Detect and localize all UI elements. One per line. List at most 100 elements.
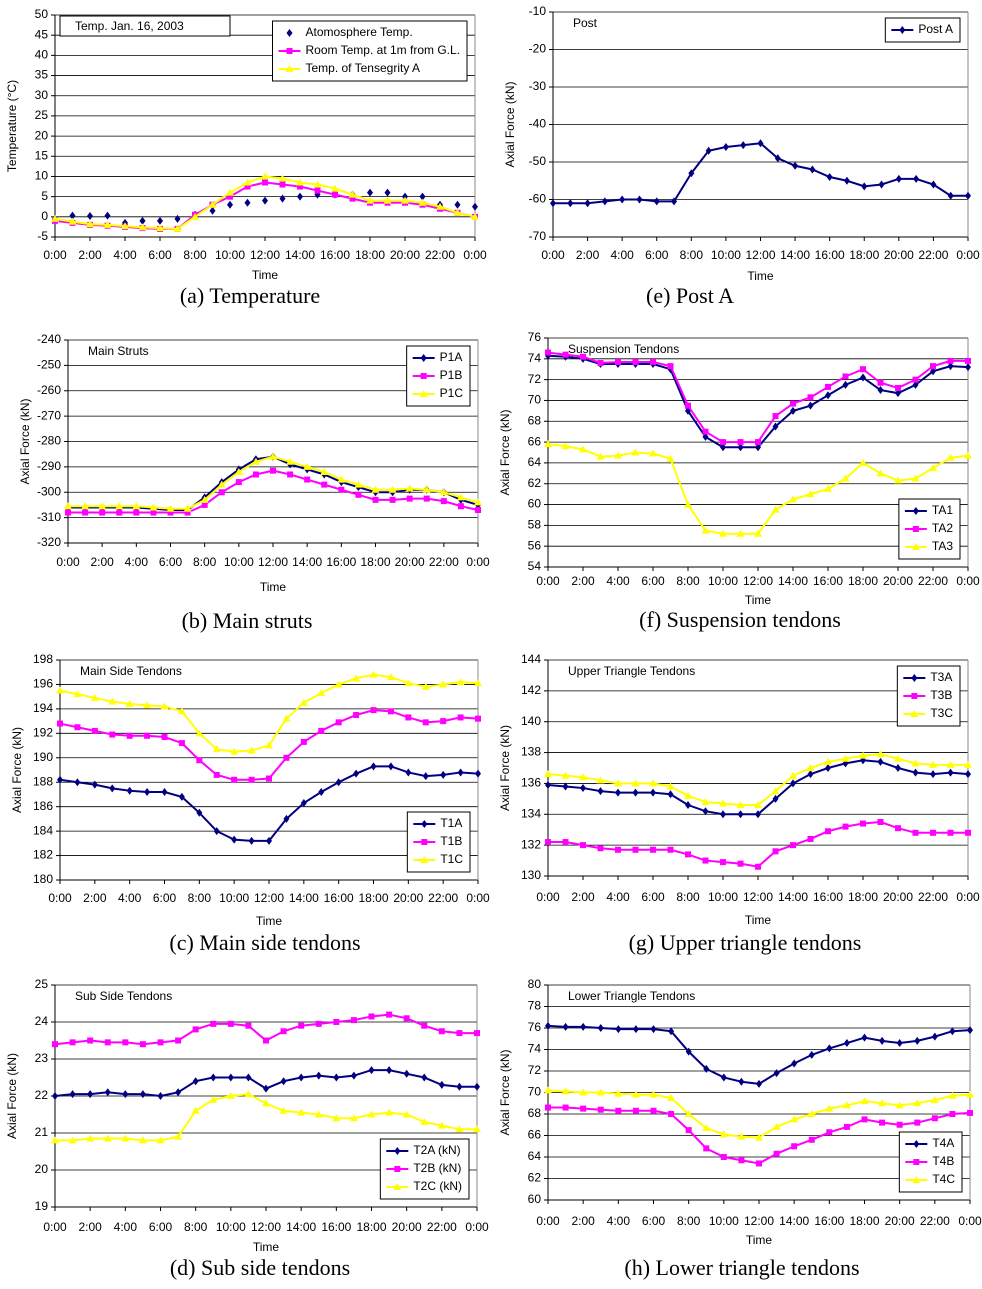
- marker: [247, 746, 256, 754]
- marker: [911, 674, 918, 682]
- marker: [184, 509, 191, 516]
- marker: [421, 1073, 428, 1082]
- x-tick-label: 6:00: [645, 248, 669, 262]
- y-axis-label: Axial Force (kN): [5, 1053, 19, 1139]
- chart-caption: (d) Sub side tendons: [170, 1255, 350, 1280]
- marker: [104, 1088, 111, 1097]
- y-axis-label: Temperature (°C): [5, 80, 19, 172]
- series-line: [547, 354, 969, 449]
- y-tick-label: 60: [528, 497, 542, 511]
- marker: [389, 496, 396, 503]
- marker: [227, 1073, 234, 1082]
- marker: [737, 1132, 746, 1140]
- marker: [653, 197, 660, 206]
- x-tick-label: 18:00: [849, 1214, 879, 1228]
- marker: [947, 829, 954, 836]
- marker: [73, 690, 82, 698]
- marker: [929, 760, 937, 768]
- y-tick-label: 72: [528, 1063, 542, 1077]
- legend-label: Atomosphere Temp.: [306, 25, 413, 39]
- y-tick-label: 134: [521, 806, 541, 820]
- marker: [825, 764, 831, 772]
- x-tick-label: 0:00: [536, 1214, 560, 1228]
- marker: [860, 373, 866, 382]
- marker: [737, 439, 744, 446]
- marker: [177, 707, 186, 715]
- marker: [143, 701, 152, 709]
- marker: [422, 485, 431, 493]
- marker: [175, 1037, 182, 1044]
- x-tick-label: 14:00: [289, 891, 319, 905]
- marker: [248, 836, 255, 845]
- marker: [561, 442, 570, 450]
- marker: [807, 1110, 816, 1117]
- marker: [314, 187, 321, 194]
- marker: [842, 380, 849, 389]
- x-tick-label: 20:00: [390, 248, 420, 262]
- legend-label: T1A: [440, 816, 462, 830]
- marker: [270, 467, 276, 474]
- x-tick-label: 6:00: [642, 1214, 666, 1228]
- marker: [331, 184, 339, 192]
- marker: [720, 443, 726, 452]
- y-tick-label: 142: [521, 683, 541, 697]
- x-tick-label: 8:00: [677, 1214, 701, 1228]
- x-tick-label: 8:00: [184, 1220, 208, 1234]
- marker: [561, 1087, 570, 1095]
- marker: [930, 829, 936, 836]
- chart-title: Post: [573, 16, 598, 30]
- marker: [157, 1039, 164, 1046]
- marker: [807, 394, 814, 401]
- marker: [337, 475, 346, 483]
- marker: [930, 367, 936, 376]
- marker: [475, 715, 481, 722]
- legend-label: P1B: [440, 368, 463, 382]
- marker: [252, 471, 259, 478]
- marker: [771, 505, 780, 513]
- legend-label: TA3: [932, 539, 953, 553]
- marker: [457, 503, 464, 510]
- marker: [472, 202, 478, 211]
- marker: [262, 179, 268, 186]
- marker: [949, 1027, 956, 1036]
- marker: [544, 1086, 552, 1094]
- chart-title: Sub Side Tendons: [75, 989, 172, 1003]
- x-tick-label: 0:00: [465, 1220, 489, 1234]
- marker: [964, 451, 972, 459]
- x-tick-label: 8:00: [183, 248, 207, 262]
- x-tick-label: 22:00: [918, 890, 948, 904]
- marker: [212, 745, 221, 753]
- marker: [166, 504, 175, 512]
- marker: [387, 708, 394, 715]
- marker: [420, 856, 429, 863]
- y-tick-label: 21: [35, 1125, 49, 1139]
- marker: [946, 760, 955, 768]
- marker: [393, 1183, 402, 1190]
- y-tick-label: 62: [528, 476, 542, 490]
- marker: [320, 467, 329, 475]
- marker: [740, 141, 747, 150]
- marker: [701, 797, 710, 805]
- marker: [841, 754, 850, 762]
- x-tick-label: 4:00: [610, 248, 634, 262]
- x-axis-label: Time: [252, 268, 279, 282]
- marker: [736, 529, 745, 537]
- y-tick-label: 40: [35, 48, 49, 62]
- marker: [405, 714, 412, 721]
- marker: [209, 206, 216, 215]
- marker: [421, 682, 430, 690]
- marker: [808, 1136, 815, 1143]
- legend-swatch: [905, 1176, 928, 1183]
- x-tick-label: 16:00: [813, 574, 843, 588]
- marker: [824, 757, 832, 765]
- marker: [789, 771, 797, 779]
- x-tick-label: 12:00: [743, 574, 773, 588]
- marker: [51, 214, 59, 222]
- marker: [911, 474, 920, 482]
- legend-swatch: [412, 373, 435, 379]
- x-tick-label: 10:00: [215, 248, 245, 262]
- marker: [685, 1127, 692, 1134]
- chart-title: Lower Triangle Tendons: [568, 989, 695, 1003]
- marker: [650, 1107, 657, 1114]
- marker: [350, 1071, 357, 1080]
